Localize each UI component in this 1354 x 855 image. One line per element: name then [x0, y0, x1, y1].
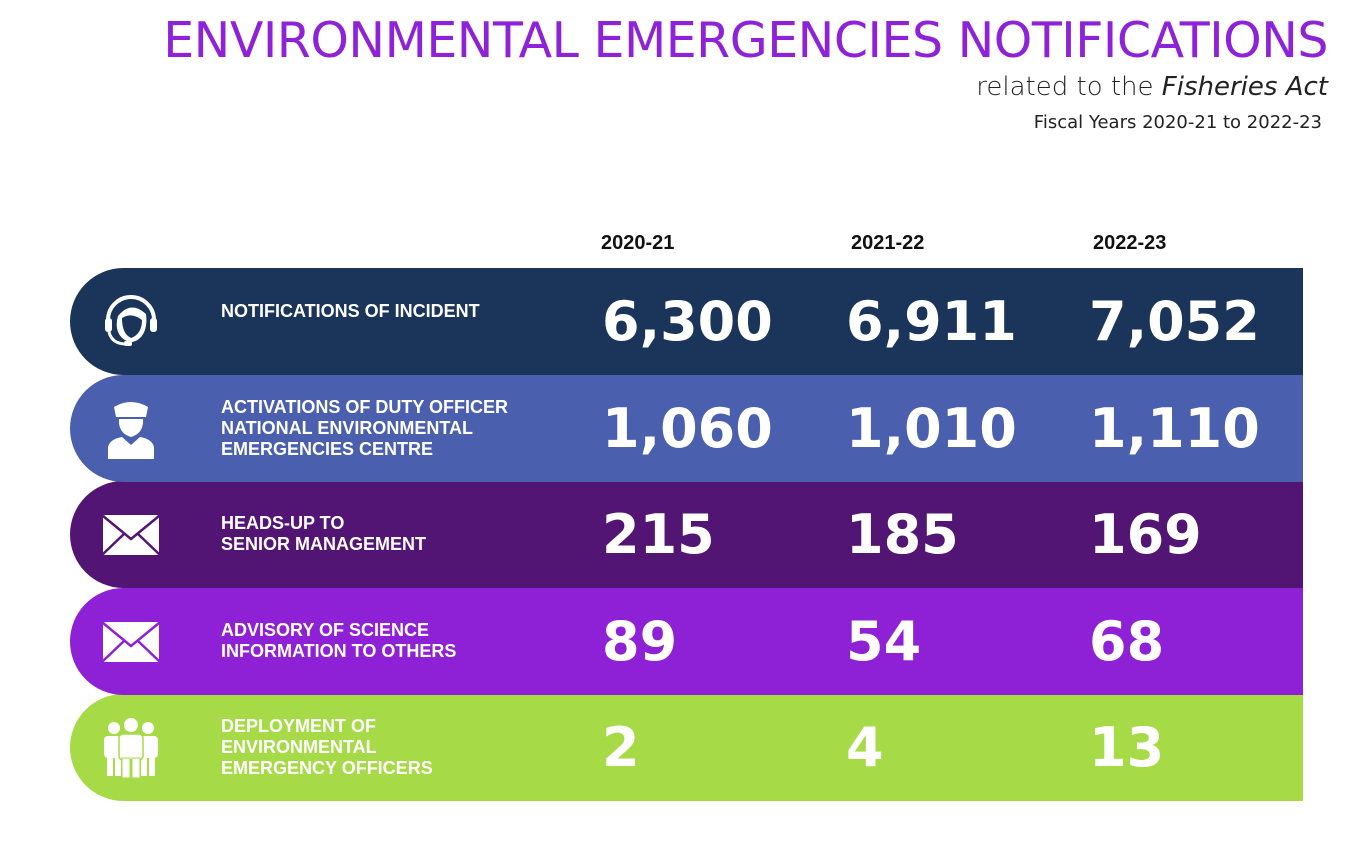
envelope-icon: [100, 610, 162, 672]
row-label-line: ADVISORY OF SCIENCE: [221, 619, 430, 640]
subtitle: related to the Fisheries Act: [976, 72, 1328, 102]
row-label-line: NOTIFICATIONS OF INCIDENT: [221, 301, 480, 321]
table-row: DEPLOYMENT OF ENVIRONMENTAL EMERGENCY OFFI…: [70, 694, 1303, 801]
row-label-line: HEADS-UP TO: [221, 513, 345, 533]
subtitle-prefix: related to the: [976, 72, 1162, 102]
value-cell-2022-23: 68: [1089, 609, 1165, 673]
value-cell-2020-21: 1,060: [602, 396, 773, 460]
value-cell-2021-22: 1,010: [846, 396, 1017, 460]
column-header-2022-23: 2022-23: [1093, 232, 1167, 254]
value-cell-2021-22: 185: [846, 503, 959, 566]
table-row: ACTIVATIONS OF DUTY OFFICER NATIONAL ENVI…: [70, 374, 1303, 482]
value-cell-2021-22: 54: [846, 609, 922, 673]
subtitle-act: Fisheries Act: [1161, 72, 1328, 102]
fiscal-years: Fiscal Years 2020-21 to 2022-23: [1033, 112, 1322, 133]
row-label: HEADS-UP TO SENIOR MANAGEMENT: [221, 513, 426, 555]
group-icon: [100, 716, 162, 779]
value-cell-2021-22: 6,911: [846, 290, 1017, 353]
table-row: ADVISORY OF SCIENCE INFORMATION TO OTHERS…: [70, 587, 1303, 695]
row-label-line: EMERGENCIES CENTRE: [221, 438, 434, 459]
value-cell-2022-23: 169: [1089, 503, 1202, 566]
value-cell-2020-21: 89: [602, 609, 678, 673]
row-label-line: INFORMATION TO OTHERS: [221, 640, 457, 661]
headset-agent-icon: [100, 290, 162, 352]
table-row: NOTIFICATIONS OF INCIDENT 6,300 6,911 7,052: [70, 268, 1303, 375]
row-label-line: EMERGENCY OFFICERS: [221, 758, 433, 778]
value-cell-2022-23: 13: [1089, 716, 1165, 779]
value-cell-2020-21: 2: [602, 716, 640, 779]
row-label-line: ACTIVATIONS OF DUTY OFFICER: [221, 396, 508, 417]
table-row: HEADS-UP TO SENIOR MANAGEMENT 215 185 169: [70, 481, 1303, 588]
page-title: ENVIRONMENTAL EMERGENCIES NOTIFICATIONS: [163, 12, 1328, 69]
row-label: NOTIFICATIONS OF INCIDENT: [221, 301, 480, 322]
value-cell-2020-21: 215: [602, 503, 715, 566]
officer-icon: [100, 397, 162, 459]
column-header-2020-21: 2020-21: [601, 232, 675, 254]
value-cell-2022-23: 7,052: [1089, 290, 1260, 353]
row-label: ADVISORY OF SCIENCE INFORMATION TO OTHERS: [221, 620, 456, 662]
row-label-line: SENIOR MANAGEMENT: [221, 534, 427, 554]
row-label-line: ENVIRONMENTAL: [221, 737, 377, 757]
row-label-line: DEPLOYMENT OF: [221, 716, 377, 736]
row-label-line: NATIONAL ENVIRONMENTAL: [221, 417, 473, 438]
row-label: DEPLOYMENT OF ENVIRONMENTAL EMERGENCY OFFI…: [221, 716, 433, 779]
column-header-2021-22: 2021-22: [851, 232, 925, 254]
value-cell-2021-22: 4: [846, 716, 884, 779]
row-label: ACTIVATIONS OF DUTY OFFICER NATIONAL ENVI…: [221, 397, 508, 460]
envelope-icon: [100, 503, 162, 565]
value-cell-2022-23: 1,110: [1089, 396, 1260, 460]
value-cell-2020-21: 6,300: [602, 290, 773, 353]
